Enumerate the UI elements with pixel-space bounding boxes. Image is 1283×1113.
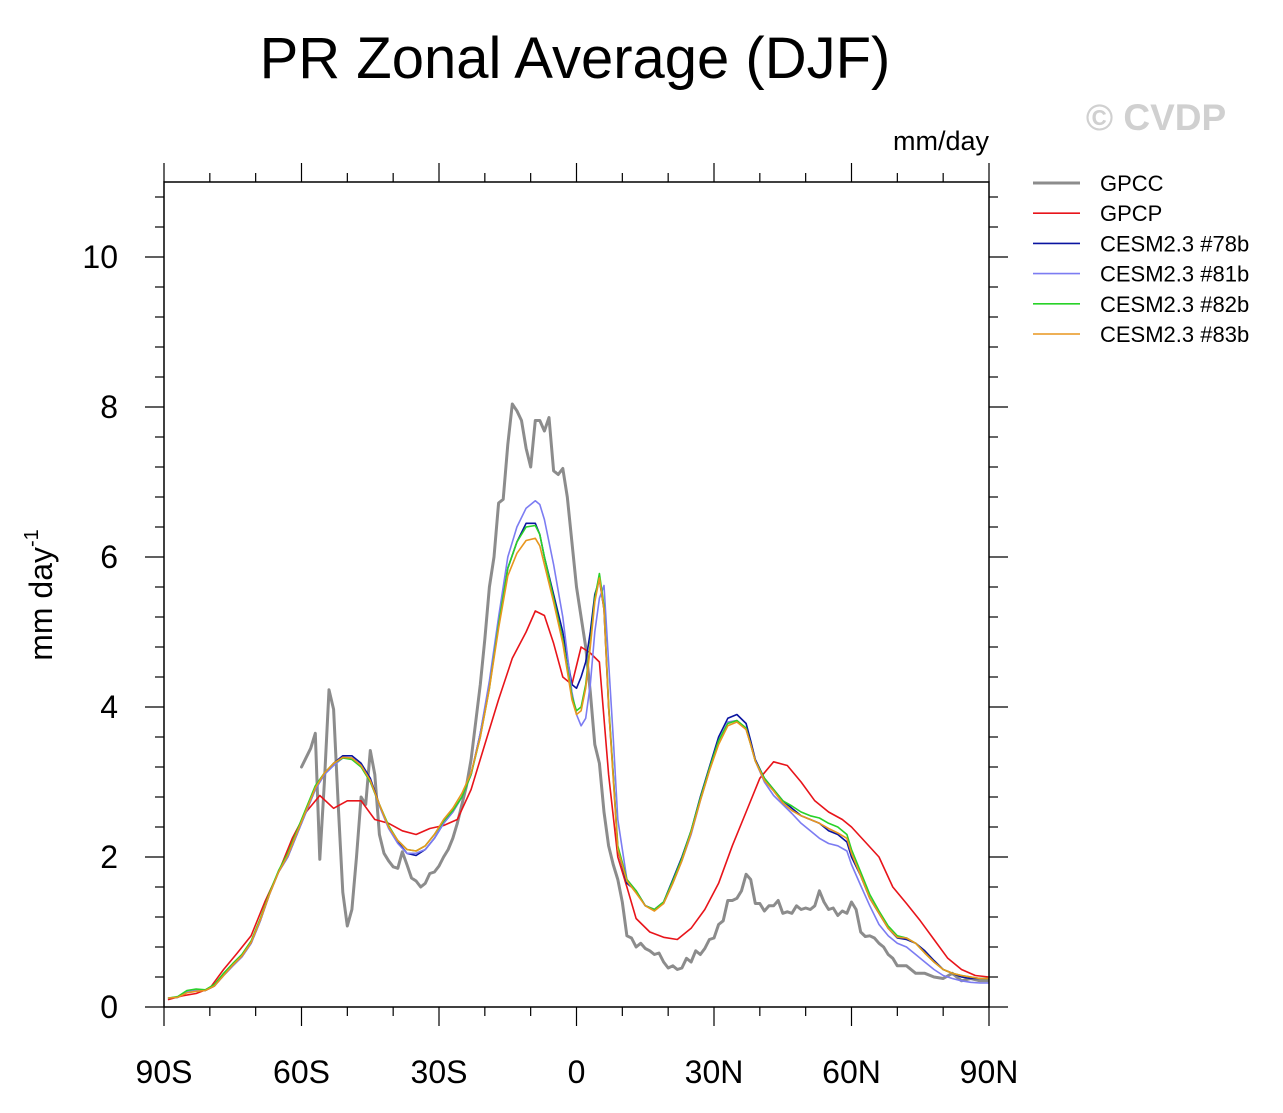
x-tick-label: 30S [411, 1054, 468, 1090]
x-tick-labels: 90S 60S 30S 0 30N 60N 90N [136, 1054, 1019, 1090]
y-tick-label: 10 [82, 239, 118, 275]
x-tick-label: 90S [136, 1054, 193, 1090]
x-tick-label: 30N [685, 1054, 744, 1090]
legend-label: CESM2.3 #78b [1100, 231, 1249, 256]
legend-label: GPCP [1100, 201, 1162, 226]
x-tick-label: 90N [960, 1054, 1019, 1090]
y-tick-label: 0 [100, 989, 118, 1025]
y-tick-labels: 0 2 4 6 8 10 [82, 239, 118, 1025]
x-tick-label: 60N [822, 1054, 881, 1090]
y-tick-label: 8 [100, 389, 118, 425]
chart-title: PR Zonal Average (DJF) [260, 26, 891, 91]
x-tick-label: 0 [568, 1054, 586, 1090]
cvdp-watermark: © CVDP [1086, 97, 1226, 138]
zonal-average-chart: PR Zonal Average (DJF) © CVDP mm/day 90S… [0, 0, 1283, 1113]
legend-label: CESM2.3 #81b [1100, 262, 1249, 287]
y-tick-label: 4 [100, 689, 118, 725]
legend-label: GPCC [1100, 171, 1164, 196]
y-tick-label: 2 [100, 839, 118, 875]
series-line-cesm2-3-81b [169, 501, 989, 998]
plot-area [164, 182, 989, 1007]
series-layer [169, 404, 989, 1000]
x-tick-label: 60S [273, 1054, 330, 1090]
series-line-gpcp [169, 611, 989, 1000]
legend: GPCC GPCP CESM2.3 #78b CESM2.3 #81b CESM2.3 … [1033, 171, 1249, 347]
y-axis-label: mm day-1 [21, 529, 59, 661]
series-line-gpcc [302, 404, 990, 981]
y-tick-label: 6 [100, 539, 118, 575]
units-label: mm/day [893, 126, 990, 156]
legend-label: CESM2.3 #82b [1100, 292, 1249, 317]
legend-label: CESM2.3 #83b [1100, 322, 1249, 347]
y-axis-label-superscript: -1 [21, 529, 43, 547]
y-axis-label-base: mm day [23, 547, 59, 661]
